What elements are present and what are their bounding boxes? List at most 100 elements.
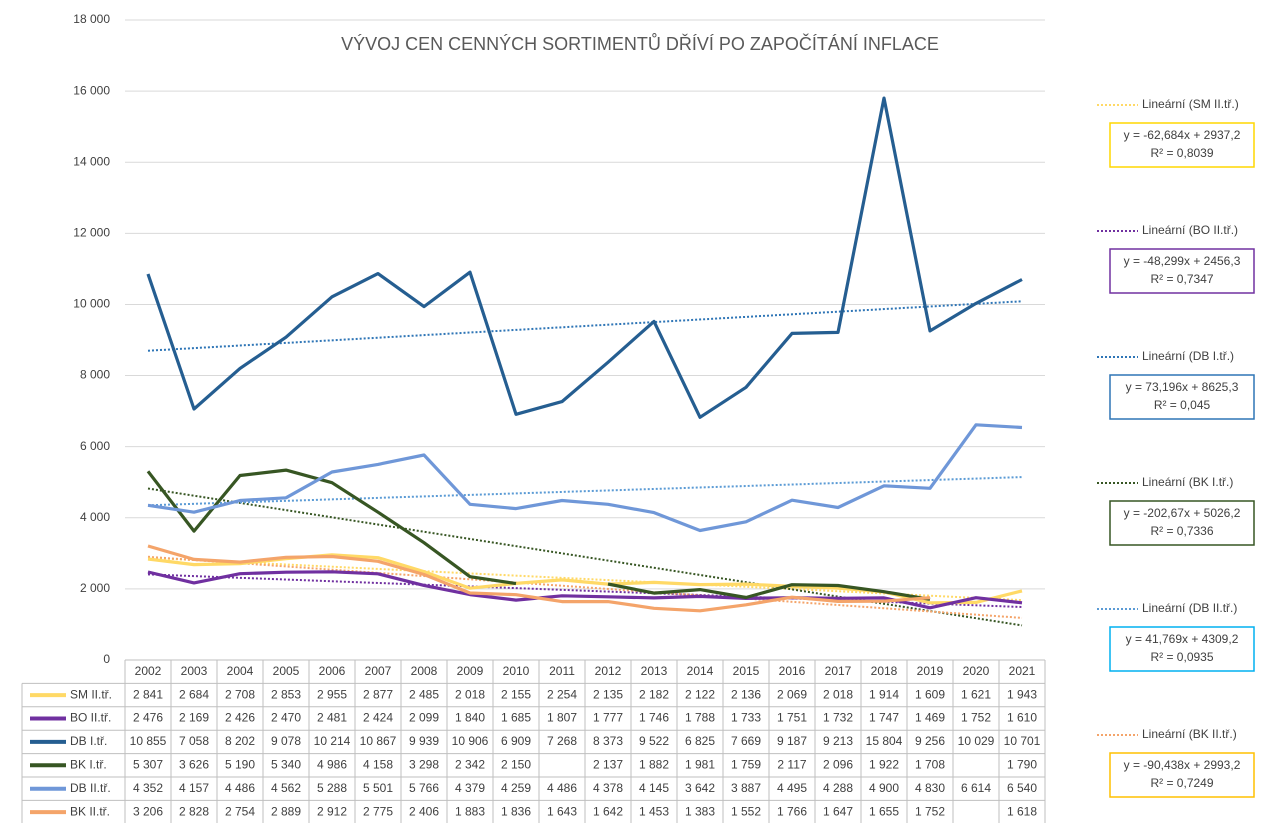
table-cell: 1 642 <box>593 804 623 818</box>
table-cell: 1 621 <box>961 687 991 701</box>
table-cell: 2 775 <box>363 804 393 818</box>
x-tick-label: 2011 <box>549 664 575 678</box>
table-cell: 2 137 <box>593 757 623 771</box>
equation-box <box>1109 122 1255 168</box>
equation-box <box>1109 248 1255 294</box>
table-cell: 7 268 <box>547 734 577 748</box>
table-cell: 6 540 <box>1007 781 1037 795</box>
x-tick-label: 2003 <box>181 664 208 678</box>
x-tick-label: 2002 <box>135 664 162 678</box>
y-tick-label: 18 000 <box>73 12 110 26</box>
table-cell: 4 288 <box>823 781 853 795</box>
table-cell: 1 882 <box>639 757 669 771</box>
table-cell: 1 647 <box>823 804 853 818</box>
table-cell: 9 256 <box>915 734 945 748</box>
equation-box <box>1109 374 1255 420</box>
equation-box <box>1109 752 1255 798</box>
table-cell: 6 614 <box>961 781 991 795</box>
table-cell: 2 684 <box>179 687 209 701</box>
table-cell: 2 182 <box>639 687 669 701</box>
table-cell: 2 476 <box>133 711 163 725</box>
table-cell: 4 145 <box>639 781 669 795</box>
series-line <box>147 570 1023 610</box>
chart-title: VÝVOJ CEN CENNÝCH SORTIMENTŮ DŘÍVÍ PO ZA… <box>341 33 939 54</box>
table-cell: 1 922 <box>869 757 899 771</box>
table-cell: 1 836 <box>501 804 531 818</box>
table-cell: 2 426 <box>225 711 255 725</box>
row-label: DB I.tř. <box>70 734 107 748</box>
y-tick-label: 6 000 <box>80 439 110 453</box>
table-cell: 5 766 <box>409 781 439 795</box>
table-cell: 10 029 <box>958 734 995 748</box>
table-cell: 2 470 <box>271 711 301 725</box>
table-cell: 1 552 <box>731 804 761 818</box>
r-squared: R² = 0,7347 <box>1150 272 1213 286</box>
x-tick-label: 2012 <box>595 664 622 678</box>
table-cell: 5 501 <box>363 781 393 795</box>
row-label: DB II.tř. <box>70 781 111 795</box>
table-cell: 1 751 <box>777 711 807 725</box>
table-cell: 2 828 <box>179 804 209 818</box>
table-cell: 9 213 <box>823 734 853 748</box>
x-tick-label: 2019 <box>917 664 944 678</box>
equation: y = 41,769x + 4309,2 <box>1126 632 1239 646</box>
table-cell: 2 877 <box>363 687 393 701</box>
row-label: BK I.tř. <box>70 757 107 771</box>
table-cell: 3 642 <box>685 781 715 795</box>
table-cell: 3 298 <box>409 757 439 771</box>
table-cell: 1 777 <box>593 711 623 725</box>
legend-label: Lineární (BO II.tř.) <box>1142 223 1238 237</box>
table-cell: 1 840 <box>455 711 485 725</box>
table-cell: 10 214 <box>314 734 351 748</box>
table-cell: 4 378 <box>593 781 623 795</box>
table-cell: 5 307 <box>133 757 163 771</box>
table-cell: 2 889 <box>271 804 301 818</box>
table-cell: 1 943 <box>1007 687 1037 701</box>
r-squared: R² = 0,7336 <box>1150 524 1213 538</box>
x-tick-label: 2021 <box>1009 664 1036 678</box>
table-cell: 1 469 <box>915 711 945 725</box>
table-cell: 2 754 <box>225 804 255 818</box>
table-cell: 8 373 <box>593 734 623 748</box>
legend-label: Lineární (BK I.tř.) <box>1142 475 1233 489</box>
table-cell: 2 708 <box>225 687 255 701</box>
legend-label: Lineární (DB I.tř.) <box>1142 349 1234 363</box>
y-tick-label: 16 000 <box>73 83 110 97</box>
table-cell: 1 609 <box>915 687 945 701</box>
table-cell: 4 352 <box>133 781 163 795</box>
x-tick-label: 2005 <box>273 664 300 678</box>
table-cell: 2 254 <box>547 687 577 701</box>
table-cell: 3 206 <box>133 804 163 818</box>
table-cell: 2 135 <box>593 687 623 701</box>
table-cell: 1 733 <box>731 711 761 725</box>
table-cell: 10 906 <box>452 734 489 748</box>
x-tick-label: 2010 <box>503 664 530 678</box>
equation: y = -48,299x + 2456,3 <box>1124 254 1241 268</box>
x-tick-label: 2004 <box>227 664 254 678</box>
table-cell: 1 618 <box>1007 804 1037 818</box>
row-label: SM II.tř. <box>70 687 112 701</box>
y-tick-label: 0 <box>103 652 110 666</box>
table-cell: 4 259 <box>501 781 531 795</box>
r-squared: R² = 0,0935 <box>1150 650 1213 664</box>
r-squared: R² = 0,7249 <box>1150 776 1213 790</box>
table-cell: 2 018 <box>823 687 853 701</box>
table-cell: 9 939 <box>409 734 439 748</box>
table-cell: 2 136 <box>731 687 761 701</box>
trendline <box>147 555 1023 619</box>
table-cell: 4 900 <box>869 781 899 795</box>
table-cell: 1 883 <box>455 804 485 818</box>
table-cell: 1 655 <box>869 804 899 818</box>
table-cell: 9 187 <box>777 734 807 748</box>
table-cell: 2 841 <box>133 687 163 701</box>
table-cell: 1 790 <box>1007 757 1037 771</box>
x-tick-label: 2008 <box>411 664 438 678</box>
table-cell: 1 643 <box>547 804 577 818</box>
table-cell: 9 522 <box>639 734 669 748</box>
table-cell: 5 340 <box>271 757 301 771</box>
table-cell: 4 986 <box>317 757 347 771</box>
table-cell: 4 495 <box>777 781 807 795</box>
table-cell: 1 708 <box>915 757 945 771</box>
table-cell: 1 610 <box>1007 711 1037 725</box>
